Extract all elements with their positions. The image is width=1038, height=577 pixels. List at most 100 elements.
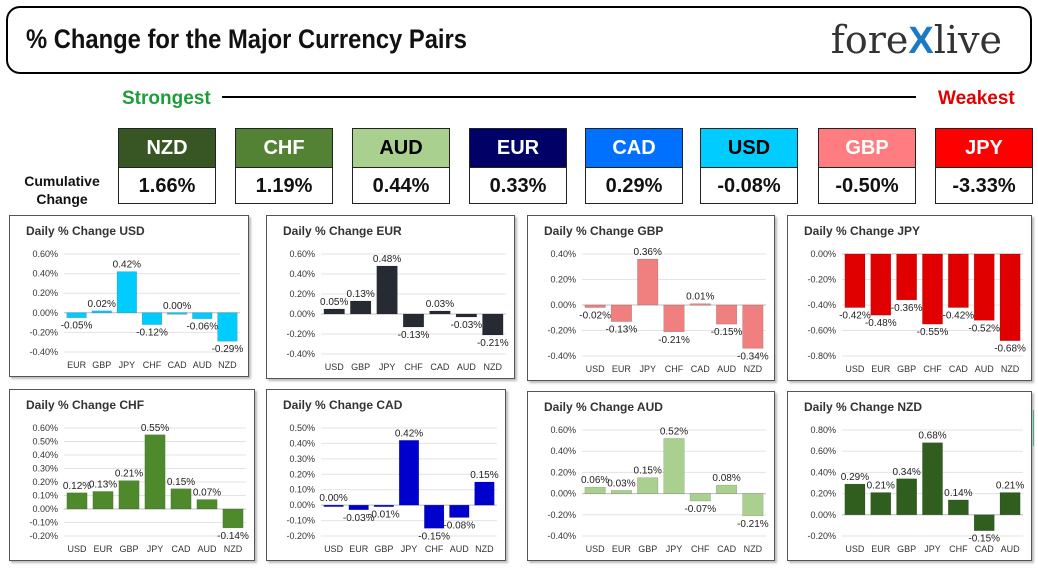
data-label: 0.03% <box>426 299 454 310</box>
y-tick-label: -0.20% <box>286 329 315 339</box>
bar-eur <box>870 492 892 516</box>
x-tick-label: AUD <box>457 362 477 372</box>
data-label: 0.55% <box>141 423 169 434</box>
currency-box-aud: AUD 0.44% <box>352 128 450 204</box>
y-tick-label: -0.20% <box>286 531 315 541</box>
currency-cumulative-value: -0.50% <box>835 175 899 197</box>
y-tick-label: 0.40% <box>810 467 836 477</box>
data-label: 0.21% <box>996 481 1024 492</box>
data-label: 0.42% <box>113 260 141 271</box>
chart-panel-cad: Daily % Change CAD 0.50% 0.40% 0.30% 0.20% 0… <box>266 389 506 561</box>
data-label: 0.21% <box>115 469 143 480</box>
bar-cad <box>689 303 711 306</box>
x-tick-label: AUD <box>1001 544 1021 554</box>
y-tick-label: -0.40% <box>29 347 58 357</box>
currency-cumulative-value: 0.44% <box>372 175 430 197</box>
y-tick-label: -0.20% <box>547 510 576 520</box>
bar-jpy <box>144 434 166 510</box>
x-tick-label: EUR <box>612 364 632 374</box>
bar-gbp <box>373 504 394 507</box>
y-tick-label: -0.40% <box>547 351 576 361</box>
y-tick-label: -0.10% <box>29 518 58 528</box>
x-tick-label: CAD <box>171 544 191 554</box>
x-tick-label: NZD <box>484 362 503 372</box>
y-tick-label: 0.00% <box>32 504 58 514</box>
bar-aud <box>196 499 218 510</box>
chart-chf: 0.60% 0.50% 0.40% 0.30% 0.20% 0.10% 0.00% -0.10… <box>29 423 248 554</box>
chart-panel-chf: Daily % Change CHF 0.60% 0.50% 0.40% 0.30% 0… <box>9 389 255 561</box>
x-tick-label: GBP <box>119 544 138 554</box>
bar-gbp <box>637 477 659 494</box>
y-tick-label: 0.00% <box>289 309 315 319</box>
x-tick-label: CHF <box>691 544 710 554</box>
data-label: 0.00% <box>319 493 347 504</box>
y-tick-label: -0.40% <box>547 531 576 541</box>
x-tick-label: USD <box>324 544 344 554</box>
x-tick-label: AUD <box>717 364 737 374</box>
page-title: % Change for the Major Currency Pairs <box>26 24 467 54</box>
x-tick-label: EUR <box>67 360 87 370</box>
x-tick-label: JPY <box>639 364 656 374</box>
y-tick-label: -0.20% <box>807 275 836 285</box>
logo-left: fore <box>830 18 909 62</box>
y-tick-label: 0.60% <box>32 423 58 433</box>
bar-aud <box>973 253 995 321</box>
bar-usd <box>323 308 345 315</box>
chart-title: Daily % Change USD <box>26 224 145 238</box>
x-tick-label: JPY <box>401 544 418 554</box>
data-label: 0.15% <box>634 466 662 477</box>
currency-cumulative-value: 0.29% <box>605 175 663 197</box>
data-label: -0.68% <box>994 344 1026 355</box>
data-label: -0.55% <box>917 327 949 338</box>
bar-eur <box>92 491 114 510</box>
currency-box-jpy: JPY -3.33% <box>935 128 1033 204</box>
data-label: -0.05% <box>61 321 93 332</box>
y-tick-label: 0.60% <box>810 446 836 456</box>
x-tick-label: USD <box>586 364 606 374</box>
bar-jpy <box>398 440 420 506</box>
y-tick-label: 0.60% <box>32 249 58 259</box>
bar-chf <box>402 313 425 328</box>
logo-x: X <box>908 20 934 62</box>
currency-cumulative-value: -0.08% <box>717 175 781 197</box>
bar-jpy <box>922 442 943 516</box>
data-label: -0.12% <box>136 328 168 339</box>
y-tick-label: 0.20% <box>289 469 315 479</box>
bar-nzd <box>217 312 238 342</box>
currency-name: JPY <box>936 129 1032 168</box>
bar-jpy <box>376 265 398 315</box>
data-label: -0.02% <box>579 311 611 322</box>
data-label: 0.13% <box>346 289 374 300</box>
chart-panel-eur: Daily % Change EUR 0.60% 0.40% 0.20% 0.00% -… <box>266 215 515 379</box>
weakest-label: Weakest <box>938 88 1015 109</box>
bar-aud <box>716 304 738 325</box>
chart-panel-nzd: Daily % Change NZD 0.80% 0.60% 0.40% 0.20% 0… <box>787 391 1032 561</box>
bar-nzd <box>474 481 495 506</box>
y-tick-label: 0.20% <box>289 289 315 299</box>
data-label: -0.21% <box>658 335 690 346</box>
bar-usd <box>584 304 606 308</box>
data-label: 0.14% <box>944 488 972 499</box>
bar-usd <box>844 483 866 516</box>
y-tick-label: 0.00% <box>550 489 576 499</box>
bar-gbp <box>91 310 112 314</box>
bar-nzd <box>222 508 244 529</box>
y-tick-label: 0.80% <box>810 425 836 435</box>
x-tick-label: EUR <box>93 544 113 554</box>
x-tick-label: JPY <box>147 544 164 554</box>
data-label: -0.42% <box>839 311 871 322</box>
bar-gbp <box>118 480 140 510</box>
x-tick-label: GBP <box>897 544 916 554</box>
x-tick-label: AUD <box>197 544 217 554</box>
bar-usd <box>844 253 866 308</box>
bar-cad <box>716 484 738 494</box>
y-tick-label: 0.20% <box>32 477 58 487</box>
x-tick-label: JPY <box>924 544 941 554</box>
data-label: -0.01% <box>368 510 400 521</box>
data-label: 0.68% <box>918 431 946 442</box>
bar-cad <box>948 253 969 308</box>
x-tick-label: USD <box>67 544 87 554</box>
y-tick-label: 0.40% <box>550 249 576 259</box>
y-tick-label: -0.20% <box>29 531 58 541</box>
x-tick-label: CHF <box>425 544 444 554</box>
